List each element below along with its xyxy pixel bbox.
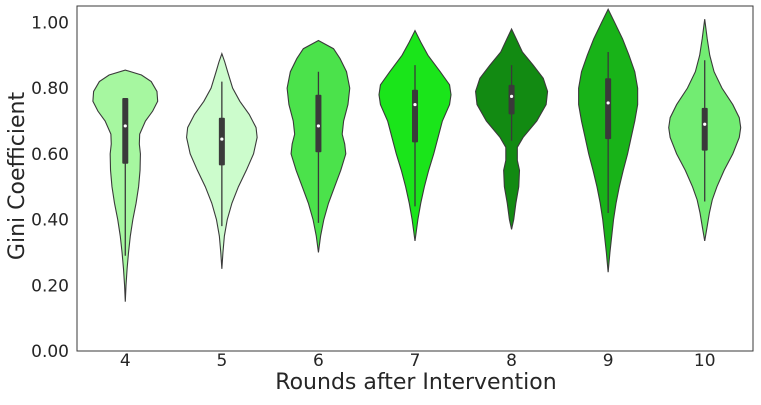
violin-group-5 bbox=[186, 51, 258, 269]
violin-iqr-box-6 bbox=[315, 94, 322, 153]
y-tick-label: 0.80 bbox=[31, 79, 69, 99]
violin-iqr-box-8 bbox=[508, 84, 515, 115]
y-tick-label: 0.60 bbox=[31, 145, 69, 165]
x-tick-label: 5 bbox=[216, 351, 227, 371]
violin-group-9 bbox=[578, 8, 639, 273]
x-tick-label: 4 bbox=[120, 351, 131, 371]
plot-frame bbox=[76, 5, 754, 352]
violin-group-4 bbox=[92, 69, 159, 302]
x-axis-label: Rounds after Intervention bbox=[275, 370, 556, 395]
violin-median-7 bbox=[413, 102, 417, 107]
violin-iqr-box-10 bbox=[701, 107, 708, 151]
y-axis-label: Gini Coefficient bbox=[5, 92, 30, 261]
y-tick-label: 0.00 bbox=[31, 342, 69, 362]
violin-group-7 bbox=[378, 29, 452, 242]
violin-group-8 bbox=[475, 27, 549, 230]
x-tick-label: 7 bbox=[410, 351, 421, 371]
y-tick-label: 0.20 bbox=[31, 276, 69, 296]
x-tick-label: 6 bbox=[313, 351, 324, 371]
violin-iqr-box-5 bbox=[218, 117, 225, 166]
x-tick-label: 8 bbox=[506, 351, 517, 371]
x-tick-label: 9 bbox=[603, 351, 614, 371]
y-tick-label: 1.00 bbox=[31, 13, 69, 33]
violin-median-4 bbox=[123, 124, 127, 128]
plot-area bbox=[92, 8, 742, 302]
violin-iqr-box-9 bbox=[605, 78, 612, 140]
violin-iqr-box-7 bbox=[412, 89, 418, 143]
x-tick-label: 10 bbox=[694, 351, 716, 371]
axes: 0.00 0.20 0.40 0.60 0.80 1.00 4 5 6 7 8 9 10 bbox=[31, 5, 754, 371]
violin-median-9 bbox=[606, 101, 610, 105]
violin-median-5 bbox=[220, 137, 224, 141]
violin-iqr-box-4 bbox=[122, 98, 129, 164]
y-tick-label: 0.40 bbox=[31, 211, 69, 231]
violin-group-6 bbox=[286, 39, 351, 253]
violin-median-8 bbox=[509, 94, 514, 98]
violin-group-10 bbox=[668, 19, 742, 242]
violin-median-6 bbox=[316, 124, 321, 128]
violin-median-10 bbox=[703, 122, 707, 126]
